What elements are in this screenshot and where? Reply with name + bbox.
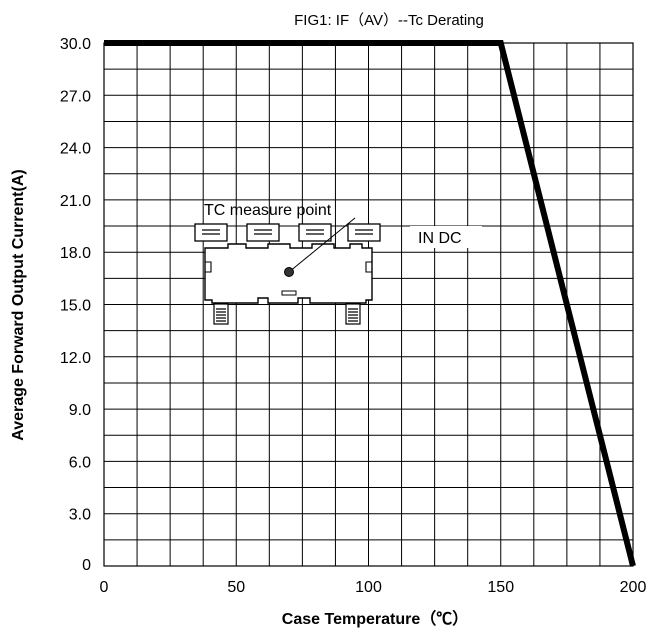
series-line (104, 40, 636, 567)
y-tick-label: 27.0 (60, 88, 91, 105)
grid (104, 43, 633, 566)
x-axis-label: Case Temperature（℃） (282, 610, 468, 628)
y-tick-label: 0 (82, 557, 91, 574)
y-tick-label: 21.0 (60, 193, 91, 210)
y-axis-label: Average Forward Output Current(A) (10, 169, 27, 440)
tab-slot (254, 229, 272, 235)
y-tick-label: 6.0 (69, 454, 91, 471)
x-tick-label: 200 (620, 579, 647, 596)
device-tab (194, 223, 228, 242)
chart-title: FIG1: IF（AV）--Tc Derating (294, 12, 484, 29)
x-tick-label: 100 (355, 579, 382, 596)
x-tick-label: 150 (487, 579, 514, 596)
device-diagram (194, 217, 381, 325)
device-tab (298, 223, 332, 242)
measure-point-dot (284, 267, 294, 277)
leader-line (288, 217, 356, 273)
y-tick-label: 24.0 (60, 141, 91, 158)
y-tick-label: 30.0 (60, 36, 91, 53)
in-dc-label-bg (410, 226, 482, 248)
y-tick-labels: 0 3.0 6.0 9.0 12.0 15.0 18.0 21.0 24.0 27.0 30.0 (60, 36, 91, 574)
device-tab (347, 223, 381, 242)
device-tab (246, 223, 280, 242)
terminal-thread (348, 308, 358, 322)
tab-slot (202, 229, 220, 235)
x-tick-label: 50 (227, 579, 245, 596)
series-group (104, 40, 636, 567)
y-tick-label: 12.0 (60, 350, 91, 367)
x-tick-label: 0 (100, 579, 109, 596)
tc-measure-point-label: TC measure point (204, 202, 332, 219)
terminal-thread (216, 308, 226, 322)
y-tick-label: 3.0 (69, 507, 91, 524)
device-notch (205, 261, 372, 273)
tab-slot (355, 229, 373, 235)
y-tick-label: 15.0 (60, 298, 91, 315)
in-dc-label: IN DC (418, 230, 462, 247)
device-notch (281, 290, 297, 296)
tab-slot (306, 229, 324, 235)
x-tick-labels: 0 50 100 150 200 (100, 579, 647, 596)
y-tick-label: 18.0 (60, 245, 91, 262)
y-tick-label: 9.0 (69, 402, 91, 419)
